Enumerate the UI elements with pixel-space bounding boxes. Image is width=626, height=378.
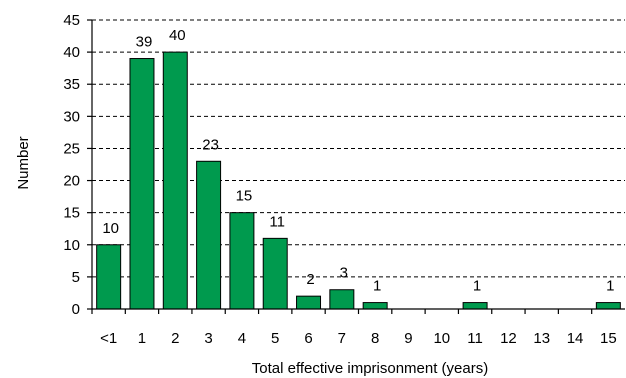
- data-label: 10: [102, 220, 119, 237]
- bar-3: [196, 160, 222, 310]
- x-tick-label: 1: [138, 330, 146, 347]
- x-tick-label: 14: [567, 330, 584, 347]
- x-tick-label: 3: [204, 330, 212, 347]
- x-tick-label: <1: [100, 330, 117, 347]
- data-label: 2: [306, 271, 314, 288]
- bar-11: [462, 302, 488, 310]
- data-label: 39: [136, 34, 153, 51]
- x-tick-label: 4: [238, 330, 246, 347]
- y-tick-label: 25: [63, 140, 80, 157]
- x-tick-label: 15: [600, 330, 617, 347]
- axes: [87, 19, 625, 314]
- bar-4: [229, 212, 255, 310]
- x-tick-label: 12: [500, 330, 517, 347]
- y-tick-label: 20: [63, 173, 80, 190]
- bar-6: [296, 295, 322, 310]
- x-tick-label: 9: [404, 330, 412, 347]
- data-label: 15: [236, 188, 253, 205]
- y-tick-label: 10: [63, 237, 80, 254]
- bar-<1: [96, 244, 122, 310]
- bar-8: [362, 302, 388, 310]
- bar-7: [329, 289, 355, 310]
- y-axis-title: Number: [15, 136, 32, 189]
- x-tick-label: 5: [271, 330, 279, 347]
- data-label: 3: [340, 265, 348, 282]
- bars: [96, 51, 621, 310]
- data-label: 1: [606, 278, 614, 295]
- y-tick-labels: 0 5 10 15 20 25 30 35 40 45: [63, 12, 80, 318]
- gridlines: [92, 19, 625, 278]
- data-label: 23: [202, 136, 219, 153]
- data-label: 40: [169, 27, 186, 44]
- bar-2: [162, 51, 188, 310]
- y-tick-label: 40: [63, 44, 80, 61]
- x-tick-label: 6: [304, 330, 312, 347]
- y-tick-label: 30: [63, 108, 80, 125]
- x-tick-label: 7: [338, 330, 346, 347]
- x-tick-labels: <1 1 2 3 4 5 6 7 8 9 10 11 12 13 14 15: [100, 330, 617, 347]
- bar-1: [129, 58, 155, 310]
- data-label: 11: [269, 213, 285, 230]
- y-tick-label: 35: [63, 76, 80, 93]
- x-tick-label: 2: [171, 330, 179, 347]
- data-label: 1: [473, 278, 481, 295]
- x-tick-label: 13: [533, 330, 550, 347]
- x-tick-label: 11: [467, 330, 483, 347]
- y-tick-label: 15: [63, 205, 80, 222]
- y-tick-label: 45: [63, 12, 80, 29]
- y-tick-label: 0: [72, 301, 80, 318]
- data-label: 1: [373, 278, 381, 295]
- bar-15: [595, 302, 621, 310]
- x-tick-label: 8: [371, 330, 379, 347]
- x-axis-title: Total effective imprisonment (years): [252, 360, 488, 377]
- x-tick-label: 10: [433, 330, 450, 347]
- bar-5: [262, 237, 288, 310]
- y-tick-label: 5: [72, 269, 80, 286]
